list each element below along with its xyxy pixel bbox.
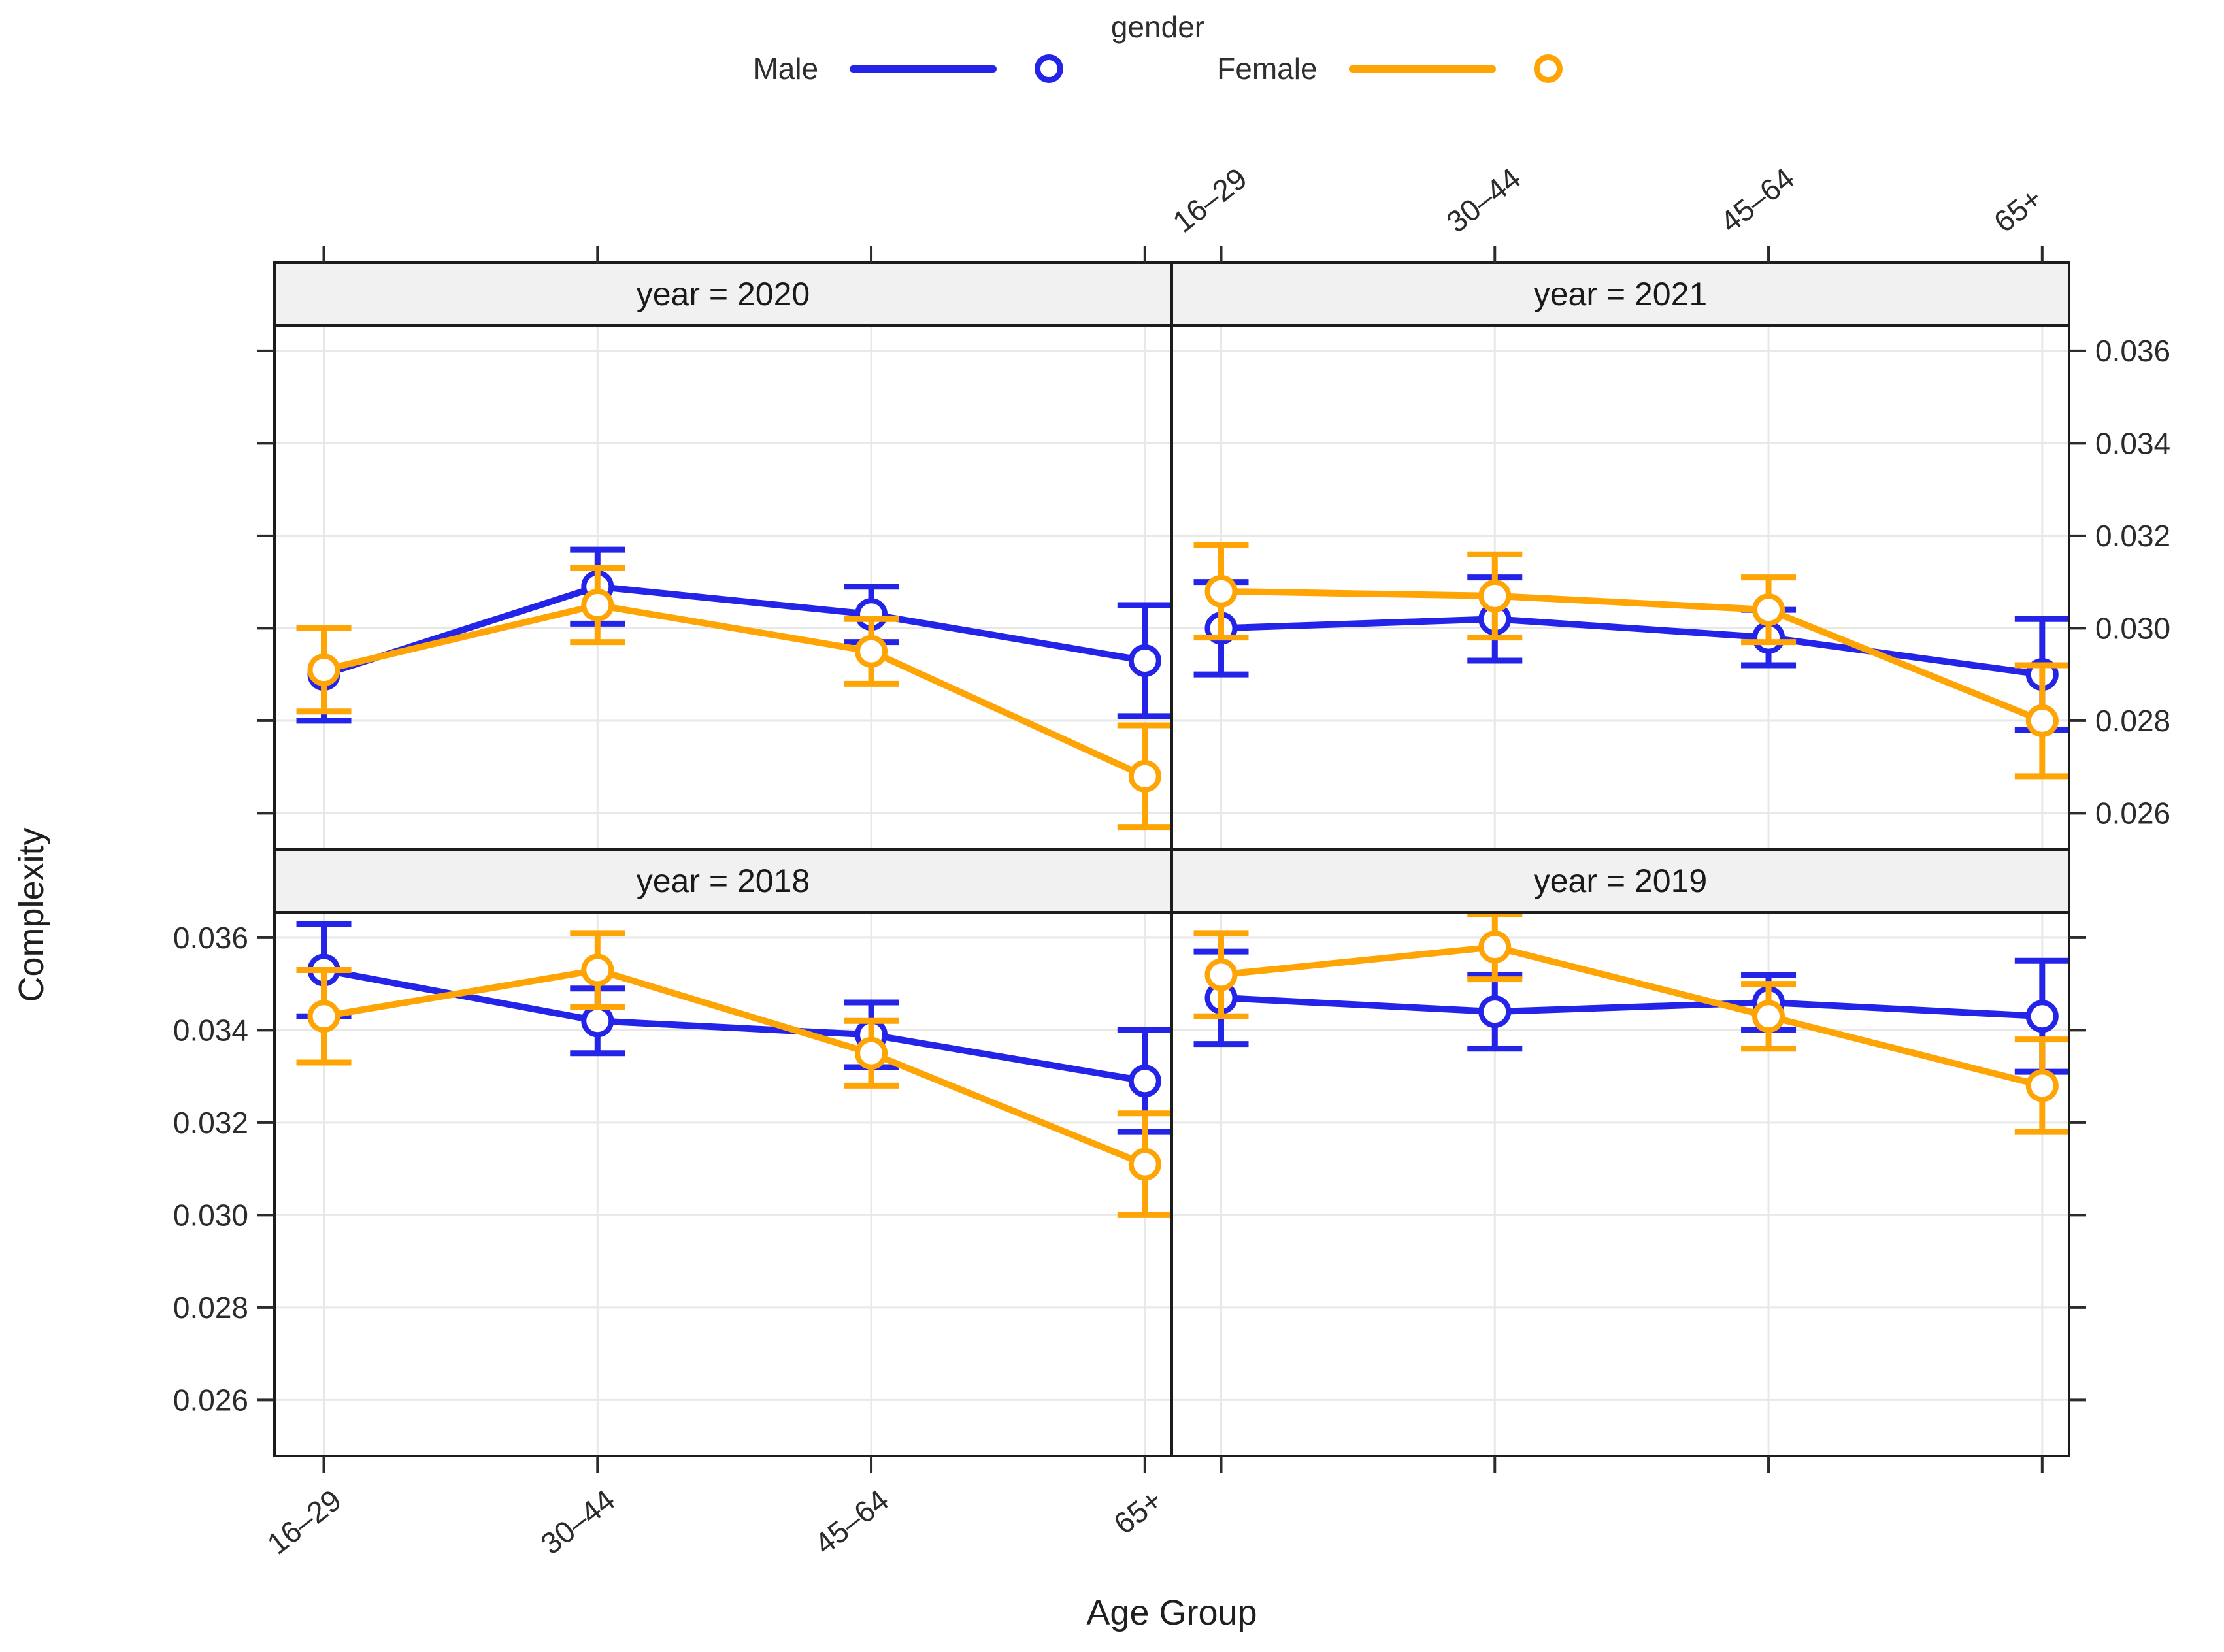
panel-2021: year = 2021 [1170,261,2070,851]
series-line-female [323,966,1146,1168]
data-point-female [1478,931,1512,964]
series-line-male [323,966,1146,1085]
y-tick-label-right: 0.028 [2095,704,2170,738]
series-line-male [1221,994,2043,1020]
legend-title: gender [1110,10,1205,44]
x-tick-label-top: 45–64 [1714,161,1801,239]
data-point-male [1128,644,1161,677]
panel-border [1170,324,2070,851]
panel-title: year = 2019 [1534,863,1707,899]
panel-border [273,324,1173,851]
panel-border [1170,911,2070,1457]
x-tick-label-top: 30–44 [1440,161,1527,239]
panel-title: year = 2021 [1534,276,1707,312]
data-point-female [1128,1148,1161,1181]
panel-header [1170,848,2070,914]
panel-2019: year = 2019 [1170,848,2070,1457]
panel-2018: year = 2018 [273,848,1173,1457]
y-tick-label-right: 0.030 [2095,611,2170,645]
data-point-female [2025,1069,2059,1102]
x-tick-label-bottom: 45–64 [808,1483,895,1561]
x-tick-label-top: 65+ [1987,181,2049,239]
panel-title: year = 2018 [637,863,810,899]
x-tick-label-bottom: 65+ [1107,1483,1169,1541]
legend-line-female-icon [1348,65,1496,73]
x-tick-label-bottom: 30–44 [535,1483,622,1561]
y-tick-label-right: 0.032 [2095,519,2170,553]
data-point-female [307,1000,340,1033]
legend-label-female: Female [1217,52,1318,86]
x-tick-label-bottom: 16–29 [261,1483,348,1561]
legend-label-male: Male [753,52,819,86]
series-line-male [322,583,1146,678]
y-tick-label-left: 0.036 [173,921,248,955]
legend: gender Male Female [753,9,1563,86]
y-tick-label-right: 0.034 [2095,426,2170,460]
series-line-male [1221,616,2043,678]
legend-marker-female-icon [1533,54,1563,83]
data-point-male [581,1004,614,1038]
panel-title: year = 2020 [637,276,810,312]
y-tick-label-left: 0.028 [173,1291,248,1325]
y-tick-label-right: 0.036 [2095,334,2170,368]
legend-marker-male-icon [1035,54,1064,83]
data-point-female [1128,759,1161,793]
data-point-female [855,635,888,668]
panel-header [1170,261,2070,327]
data-point-female [2025,704,2059,737]
data-point-male [2025,1000,2059,1033]
y-tick-label-right: 0.026 [2095,796,2170,830]
data-point-female [1478,579,1512,612]
y-tick-label-left: 0.034 [173,1013,248,1047]
legend-line-male-icon [850,65,997,73]
x-tick-label-top: 16–29 [1167,161,1253,239]
y-axis-title: Complexity [12,827,51,1002]
series-line-female [323,601,1146,780]
series-line-female [1221,943,2044,1089]
legend-row: Male Female [753,51,1563,86]
panel-2020: year = 2020 [273,261,1173,851]
y-tick-label-left: 0.030 [173,1198,248,1232]
data-point-female [1752,593,1785,627]
data-point-male [1478,995,1512,1029]
y-tick-label-left: 0.032 [173,1106,248,1140]
data-point-female [581,589,614,622]
series-line-female [1221,587,2044,724]
y-tick-label-left: 0.026 [173,1383,248,1417]
data-point-female [307,653,340,687]
x-axis-title: Age Group [1086,1593,1257,1632]
panel-border [273,911,1173,1457]
data-point-female [581,953,614,987]
data-point-female [1204,958,1238,991]
panel-header [273,848,1173,914]
data-point-female [855,1036,888,1070]
data-point-female [1204,574,1238,608]
data-point-male [1128,1065,1161,1098]
data-point-female [1752,1000,1785,1033]
